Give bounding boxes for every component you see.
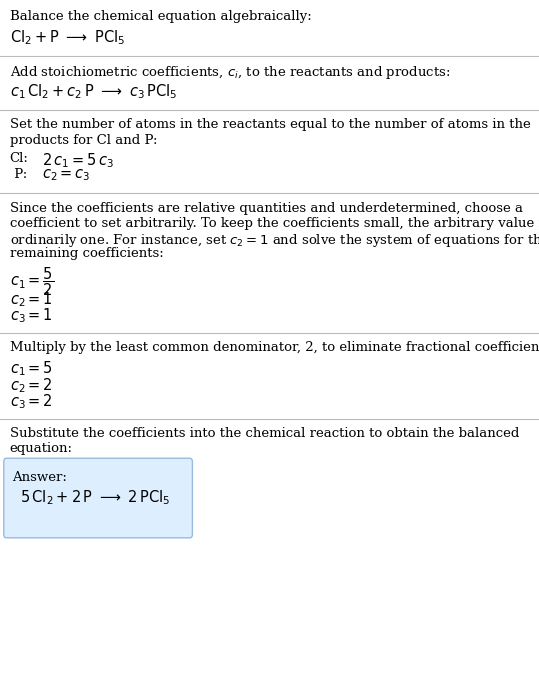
Text: $2\,c_1 = 5\,c_3$: $2\,c_1 = 5\,c_3$: [42, 152, 114, 170]
Text: Balance the chemical equation algebraically:: Balance the chemical equation algebraica…: [10, 10, 312, 24]
Text: Answer:: Answer:: [12, 471, 67, 484]
Text: Since the coefficients are relative quantities and underdetermined, choose a: Since the coefficients are relative quan…: [10, 201, 523, 215]
Text: Substitute the coefficients into the chemical reaction to obtain the balanced: Substitute the coefficients into the che…: [10, 427, 519, 440]
Text: $c_1 = 5$: $c_1 = 5$: [10, 359, 53, 378]
Text: Set the number of atoms in the reactants equal to the number of atoms in the: Set the number of atoms in the reactants…: [10, 118, 530, 131]
Text: Cl:: Cl:: [10, 152, 29, 165]
Text: $c_3 = 1$: $c_3 = 1$: [10, 307, 52, 325]
Text: products for Cl and P:: products for Cl and P:: [10, 134, 157, 147]
Text: $c_2 = 1$: $c_2 = 1$: [10, 290, 52, 309]
Text: $c_1\,\mathrm{Cl_2} + c_2\,\mathrm{P}\ \longrightarrow\ c_3\,\mathrm{PCl_5}$: $c_1\,\mathrm{Cl_2} + c_2\,\mathrm{P}\ \…: [10, 82, 177, 101]
Text: $5\,\mathrm{Cl_2} + 2\,\mathrm{P}\ \longrightarrow\ 2\,\mathrm{PCl_5}$: $5\,\mathrm{Cl_2} + 2\,\mathrm{P}\ \long…: [20, 488, 170, 507]
Text: $c_3 = 2$: $c_3 = 2$: [10, 392, 52, 411]
FancyBboxPatch shape: [4, 458, 192, 538]
Text: $c_1 = \dfrac{5}{2}$: $c_1 = \dfrac{5}{2}$: [10, 265, 54, 298]
Text: $c_2 = 2$: $c_2 = 2$: [10, 376, 52, 394]
Text: $\mathrm{Cl_2} + \mathrm{P}\ \longrightarrow\ \mathrm{PCl_5}$: $\mathrm{Cl_2} + \mathrm{P}\ \longrighta…: [10, 28, 125, 47]
Text: $c_2 = c_3$: $c_2 = c_3$: [42, 167, 91, 183]
Text: ordinarily one. For instance, set $c_2 = 1$ and solve the system of equations fo: ordinarily one. For instance, set $c_2 =…: [10, 232, 539, 249]
Text: P:: P:: [10, 167, 27, 181]
Text: Multiply by the least common denominator, 2, to eliminate fractional coefficient: Multiply by the least common denominator…: [10, 341, 539, 354]
Text: Add stoichiometric coefficients, $c_i$, to the reactants and products:: Add stoichiometric coefficients, $c_i$, …: [10, 64, 450, 82]
Text: equation:: equation:: [10, 442, 73, 455]
Text: remaining coefficients:: remaining coefficients:: [10, 247, 163, 260]
Text: coefficient to set arbitrarily. To keep the coefficients small, the arbitrary va: coefficient to set arbitrarily. To keep …: [10, 217, 539, 230]
